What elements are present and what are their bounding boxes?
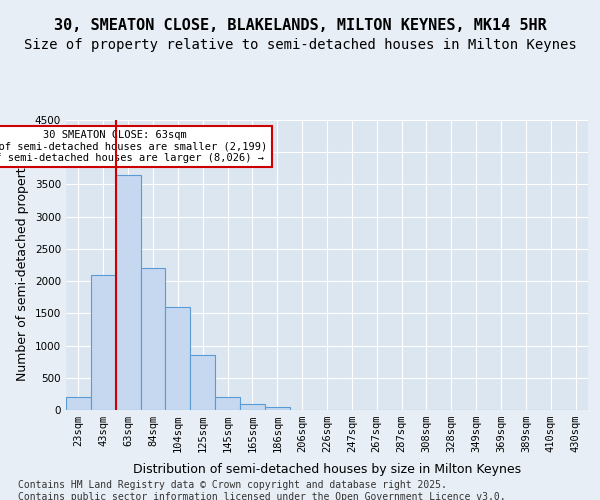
Text: Size of property relative to semi-detached houses in Milton Keynes: Size of property relative to semi-detach… bbox=[23, 38, 577, 52]
Bar bbox=[116, 175, 140, 410]
Text: 30, SMEATON CLOSE, BLAKELANDS, MILTON KEYNES, MK14 5HR: 30, SMEATON CLOSE, BLAKELANDS, MILTON KE… bbox=[53, 18, 547, 32]
X-axis label: Distribution of semi-detached houses by size in Milton Keynes: Distribution of semi-detached houses by … bbox=[133, 464, 521, 476]
Bar bbox=[265, 407, 290, 410]
Bar bbox=[215, 397, 240, 410]
Bar bbox=[140, 268, 166, 410]
Y-axis label: Number of semi-detached properties: Number of semi-detached properties bbox=[16, 150, 29, 380]
Bar bbox=[190, 355, 215, 410]
Bar bbox=[66, 397, 91, 410]
Text: 30 SMEATON CLOSE: 63sqm
← 21% of semi-detached houses are smaller (2,199)
77% of: 30 SMEATON CLOSE: 63sqm ← 21% of semi-de… bbox=[0, 130, 268, 163]
Bar bbox=[166, 307, 190, 410]
Bar bbox=[240, 404, 265, 410]
Text: Contains HM Land Registry data © Crown copyright and database right 2025.
Contai: Contains HM Land Registry data © Crown c… bbox=[18, 480, 506, 500]
Bar bbox=[91, 274, 116, 410]
